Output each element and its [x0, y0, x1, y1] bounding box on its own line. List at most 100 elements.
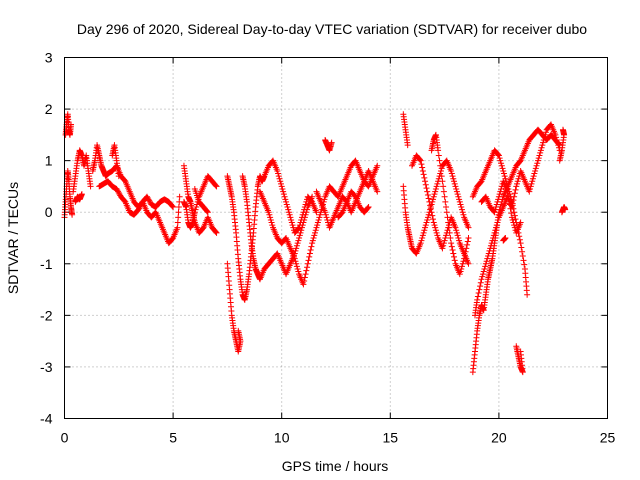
data-point [441, 193, 448, 200]
data-point [511, 222, 518, 229]
data-point [305, 257, 312, 264]
data-point [431, 191, 438, 198]
data-point [424, 192, 431, 199]
data-point [301, 216, 308, 223]
y-axis-label: SDTVAR / TECUs [5, 182, 21, 294]
data-point [312, 229, 319, 236]
data-point [438, 173, 445, 180]
data-point [517, 240, 524, 247]
data-point [495, 193, 502, 200]
data-point [495, 152, 502, 159]
data-point [524, 291, 531, 298]
data-point [427, 202, 434, 209]
data-point [477, 283, 484, 290]
data-point [456, 196, 463, 203]
data-point [531, 170, 538, 177]
data-point [115, 189, 122, 196]
data-point [436, 157, 443, 164]
data-point [464, 241, 471, 248]
data-point [500, 170, 507, 177]
data-point [518, 244, 525, 251]
data-point [265, 209, 272, 216]
data-point [435, 152, 442, 159]
data-point [537, 149, 544, 156]
data-point [423, 219, 430, 226]
data-point [121, 198, 128, 205]
data-point [302, 271, 309, 278]
data-point [310, 235, 317, 241]
data-point [448, 243, 455, 250]
data-point [323, 214, 330, 221]
data-point [479, 271, 486, 278]
data-point [494, 198, 501, 205]
data-point [293, 242, 300, 249]
data-point [540, 139, 547, 146]
data-point [456, 271, 463, 278]
data-point [175, 209, 182, 216]
data-point [448, 167, 455, 174]
data-point [309, 193, 316, 200]
data-point [529, 175, 536, 182]
x-tick-label: 20 [491, 430, 507, 446]
x-tick-label: 10 [274, 430, 290, 446]
data-point [513, 183, 520, 190]
data-point [279, 186, 286, 193]
data-point [445, 219, 452, 226]
data-point [516, 236, 523, 243]
data-point [494, 219, 501, 226]
data-point [537, 147, 544, 154]
data-point [500, 167, 507, 174]
data-point [451, 253, 458, 260]
data-point [267, 216, 274, 223]
data-point [431, 222, 438, 229]
data-point [435, 147, 442, 154]
data-point [443, 209, 450, 216]
data-point [78, 191, 85, 198]
data-point [484, 255, 491, 262]
data-point [483, 258, 490, 265]
data-point [144, 195, 151, 202]
data-point [328, 139, 335, 146]
data-point [510, 219, 517, 226]
data-point [419, 167, 426, 174]
data-point [69, 211, 76, 218]
data-point [417, 157, 424, 164]
data-point [520, 257, 527, 264]
data-point [511, 209, 518, 216]
data-point [338, 210, 345, 217]
y-tick-label: 3 [45, 50, 53, 66]
data-point [505, 192, 512, 199]
data-point [418, 161, 425, 168]
x-tick-label: 15 [383, 430, 399, 446]
data-point [458, 263, 465, 270]
data-point [511, 190, 518, 197]
data-point [456, 237, 463, 244]
data-point [538, 144, 545, 151]
data-point [283, 198, 290, 205]
data-point [429, 212, 436, 219]
data-point [514, 178, 521, 185]
data-point [289, 222, 296, 229]
data-point [423, 185, 430, 192]
data-point [460, 258, 467, 265]
data-point [300, 281, 307, 288]
data-point [451, 180, 458, 187]
data-point [536, 152, 543, 159]
data-point [430, 216, 437, 223]
data-point [453, 186, 460, 193]
data-point [521, 261, 528, 268]
data-point [461, 252, 468, 259]
data-point [493, 201, 500, 208]
data-point [490, 235, 497, 241]
data-point [451, 178, 458, 185]
data-point [212, 182, 219, 189]
data-point [453, 227, 460, 234]
data-point [452, 224, 459, 231]
data-point [559, 126, 566, 133]
data-point [501, 173, 508, 180]
data-point [512, 216, 519, 223]
data-point [446, 229, 453, 236]
data-point [440, 240, 447, 247]
data-point [516, 233, 523, 240]
data-point [308, 243, 315, 250]
